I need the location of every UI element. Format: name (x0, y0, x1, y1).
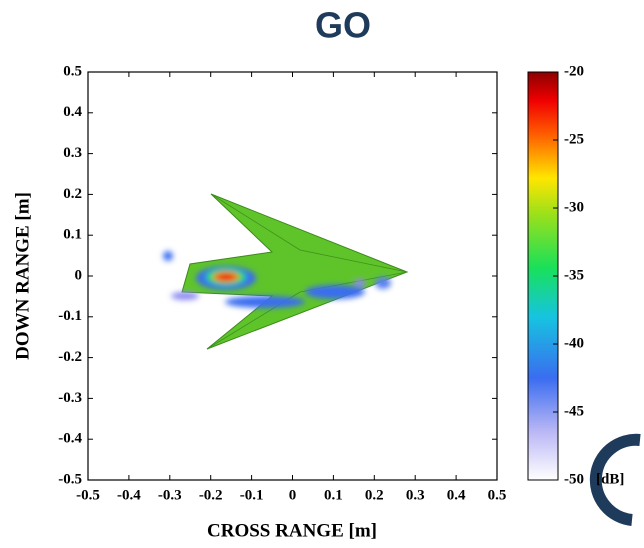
colorbar-tick-label: -30 (564, 199, 584, 215)
x-tick-label: -0.3 (158, 487, 182, 503)
y-tick-label: 0.3 (63, 145, 82, 161)
y-axis-label: DOWN RANGE [m] (12, 192, 33, 360)
colorbar-tick-label: -20 (564, 63, 584, 79)
y-tick-label: -0.1 (58, 308, 82, 324)
colorbar-tick-label: -40 (564, 335, 584, 351)
colorbar-tick-label: -25 (564, 131, 584, 147)
x-tick-label: 0.2 (365, 487, 384, 503)
y-tick-label: 0.5 (63, 63, 82, 79)
x-tick-label: -0.4 (117, 487, 141, 503)
hotspots (163, 251, 391, 308)
x-tick-label: 0 (289, 487, 297, 503)
x-axis-label: CROSS RANGE [m] (207, 520, 377, 541)
target-image (163, 193, 409, 350)
x-tick-label: 0.1 (324, 487, 343, 503)
y-tick-label: -0.5 (58, 471, 82, 487)
aircraft (181, 193, 409, 350)
x-tick-label: 0.3 (406, 487, 425, 503)
colorbar-tick-label: -45 (564, 403, 584, 419)
chart-title: GO (315, 5, 371, 46)
y-tick-label: -0.4 (58, 431, 82, 447)
x-tick-label: -0.5 (76, 487, 100, 503)
colorbar-tick-label: -35 (564, 267, 584, 283)
y-tick-label: 0.1 (63, 227, 82, 243)
x-tick-label: -0.2 (199, 487, 223, 503)
x-tick-label: 0.4 (447, 487, 466, 503)
x-tick-label: 0.5 (488, 487, 507, 503)
x-tick-label: -0.1 (240, 487, 264, 503)
y-tick-label: -0.2 (58, 349, 82, 365)
y-tick-label: 0.2 (63, 186, 82, 202)
y-tick-label: 0 (75, 267, 83, 283)
logo (589, 433, 641, 526)
colorbar-unit: [dB] (596, 471, 624, 487)
aircraft-edge (206, 193, 408, 350)
y-tick-label: -0.3 (58, 390, 82, 406)
y-tick-label: 0.4 (63, 104, 82, 120)
colorbar-tick-label: -50 (564, 471, 584, 487)
